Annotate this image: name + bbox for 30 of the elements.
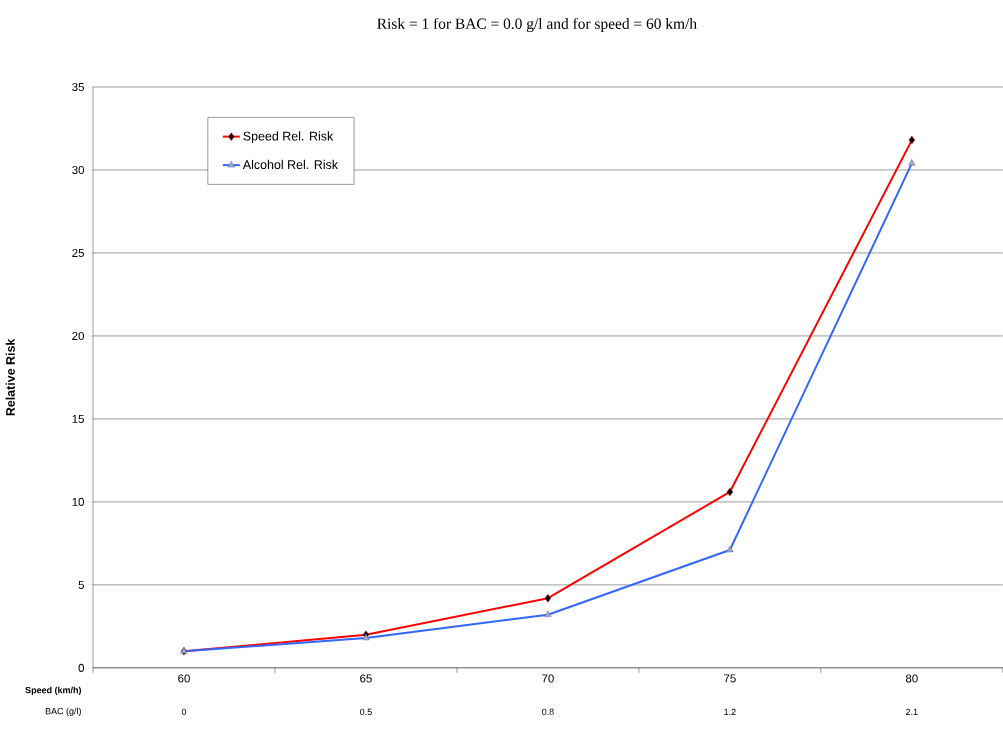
point [908,159,916,166]
y-tick-label: 35 [72,82,84,92]
text: 1.2 [724,708,736,716]
text: BAC (g/l) [45,707,81,717]
x-tick-label: 75 [724,674,736,683]
y-tick-label: 5 [78,580,84,589]
legend-label: Speed Rel. Risk [243,131,334,144]
y-tick-label: 15 [72,414,84,423]
y-tick-label: 30 [72,165,85,175]
point [726,545,734,553]
x-tick-label: 60 [178,674,190,683]
text: 2.1 [906,708,918,716]
x-tick-label: 80 [905,674,918,683]
text: 0.8 [542,708,554,716]
text: 0.5 [360,708,372,716]
x-tick-label: 65 [360,674,372,683]
point [544,610,552,618]
x-tick-label: 70 [542,674,554,683]
y-tick-label: 25 [72,248,84,258]
legend-label: Alcohol Rel. Risk [242,159,339,170]
y-tick-label: 10 [72,497,85,507]
y-tick-label: 20 [72,331,85,341]
point [908,135,916,145]
x-axis-title: Speed (km/h) [25,686,82,696]
chart-title: Risk = 1 for BAC = 0.0 g/l and for speed = 60 km/h [377,17,697,33]
y-axis-title: Relative Risk [5,338,15,416]
point [726,487,734,497]
point [544,594,552,603]
y-tick-label: 0 [78,663,85,672]
text: 0 [181,708,187,716]
